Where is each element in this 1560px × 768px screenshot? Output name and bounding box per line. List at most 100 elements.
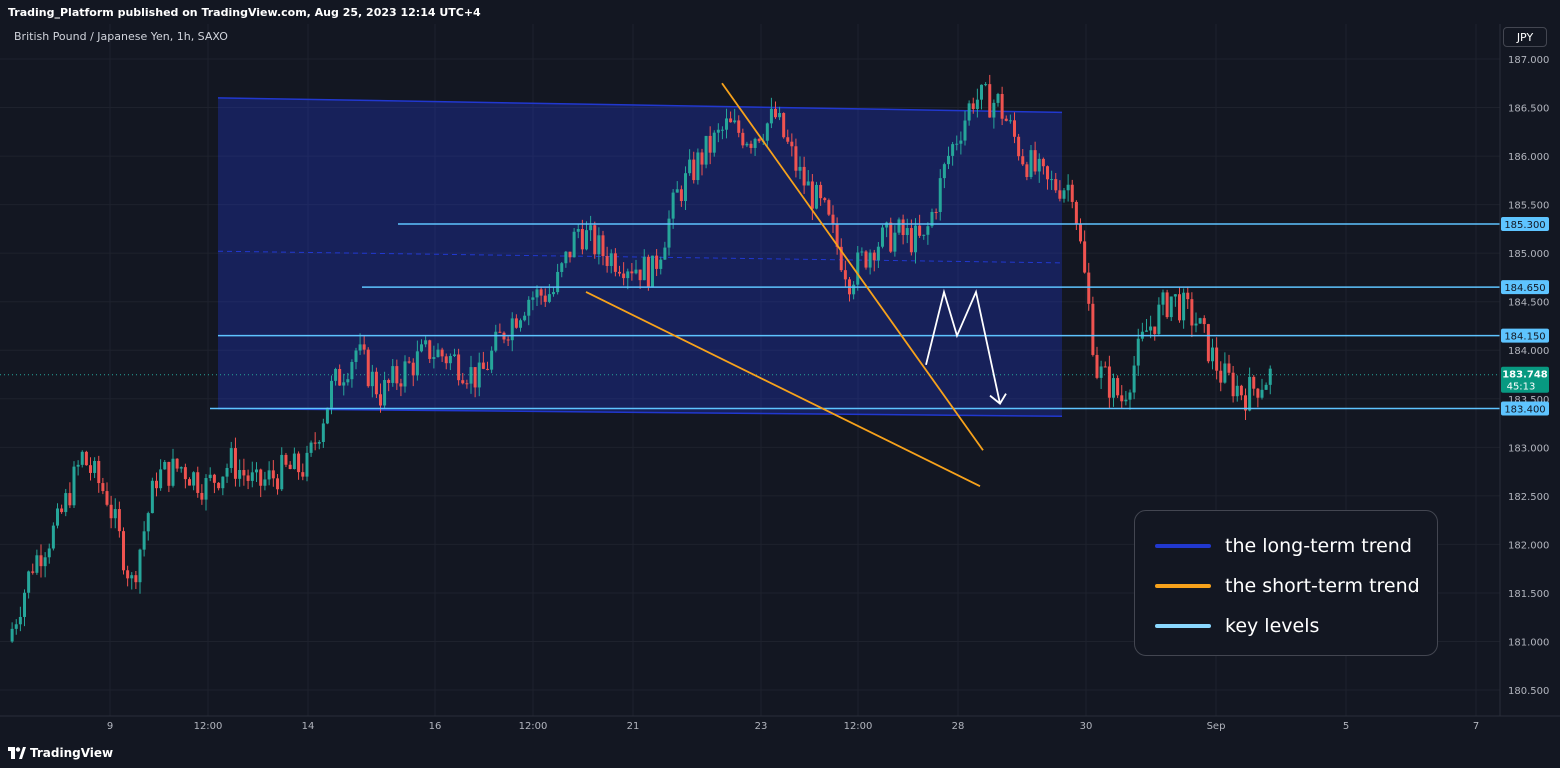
candle-body bbox=[1008, 120, 1012, 122]
candle bbox=[560, 262, 564, 278]
key-level-label: 184.150 bbox=[1504, 332, 1545, 343]
candle-body bbox=[89, 465, 92, 473]
candle bbox=[790, 133, 794, 157]
candle-body bbox=[576, 228, 580, 232]
candle-body bbox=[76, 464, 80, 467]
candle-body bbox=[457, 354, 461, 381]
candle bbox=[1004, 115, 1008, 122]
candle-body bbox=[338, 369, 342, 386]
candle-body bbox=[909, 228, 913, 253]
candle-body bbox=[453, 354, 456, 356]
candle-body bbox=[1235, 385, 1239, 397]
candle bbox=[1029, 144, 1033, 180]
candle bbox=[276, 474, 280, 495]
candle bbox=[31, 563, 35, 575]
candle bbox=[1058, 180, 1062, 202]
candle-body bbox=[196, 472, 200, 493]
candle-body bbox=[1000, 93, 1004, 119]
candle-body bbox=[171, 458, 175, 486]
candle bbox=[238, 459, 242, 487]
candle bbox=[246, 469, 250, 490]
candle-body bbox=[432, 357, 436, 359]
candle bbox=[297, 451, 301, 480]
candle bbox=[1231, 365, 1235, 403]
candle bbox=[309, 440, 313, 457]
candle bbox=[749, 140, 753, 154]
candle bbox=[523, 311, 527, 322]
candle-body bbox=[1112, 378, 1115, 398]
candle bbox=[1161, 289, 1165, 316]
price-chart[interactable]: 187.000 186.500 186.000 185.500 185.000 184.5… bbox=[0, 24, 1560, 740]
key-level-badge bbox=[1501, 328, 1549, 343]
candle-body bbox=[350, 361, 354, 380]
candle bbox=[988, 74, 992, 118]
candle-body bbox=[733, 120, 737, 123]
candle-body bbox=[1070, 184, 1074, 202]
candle bbox=[659, 256, 663, 275]
candle-body bbox=[630, 271, 634, 274]
candle-body bbox=[535, 289, 539, 298]
y-tick-label: 186.000 bbox=[1508, 152, 1549, 163]
candle-body bbox=[922, 234, 926, 236]
candle-body bbox=[510, 318, 514, 341]
candle bbox=[1099, 360, 1103, 389]
candle-body bbox=[1264, 384, 1268, 390]
candle bbox=[383, 371, 387, 409]
candle bbox=[506, 336, 510, 347]
candle-body bbox=[486, 368, 489, 370]
candle bbox=[142, 521, 146, 557]
candle bbox=[938, 169, 942, 221]
candle bbox=[1198, 317, 1202, 324]
candle bbox=[531, 291, 535, 311]
candle bbox=[712, 130, 716, 157]
candle bbox=[366, 347, 370, 388]
candle-body bbox=[117, 509, 121, 532]
currency-button[interactable]: JPY bbox=[1503, 27, 1547, 47]
candle bbox=[881, 224, 884, 249]
candle-body bbox=[465, 383, 469, 385]
candle bbox=[597, 227, 601, 265]
candle-body bbox=[708, 135, 712, 153]
candle-body bbox=[440, 349, 444, 357]
candle-body bbox=[494, 331, 498, 351]
candle bbox=[167, 461, 171, 493]
y-tick-label: 186.500 bbox=[1508, 104, 1549, 115]
candle-body bbox=[1066, 184, 1070, 191]
candle-body bbox=[246, 475, 250, 481]
candle-body bbox=[712, 132, 716, 153]
candle-body bbox=[843, 270, 847, 280]
candle-body bbox=[688, 159, 692, 174]
candle-body bbox=[527, 299, 531, 316]
tradingview-logo[interactable]: TradingView bbox=[8, 746, 113, 760]
candle bbox=[242, 458, 246, 486]
candle bbox=[415, 340, 419, 381]
candle-body bbox=[109, 504, 113, 519]
candle-body bbox=[444, 356, 448, 364]
candle bbox=[1256, 387, 1260, 408]
candle bbox=[1173, 293, 1177, 307]
candle bbox=[436, 343, 440, 358]
candle bbox=[831, 205, 835, 233]
candle-body bbox=[1169, 296, 1173, 318]
candle-body bbox=[167, 461, 171, 486]
candle-body bbox=[498, 331, 502, 333]
candle bbox=[864, 250, 868, 270]
candle bbox=[350, 359, 354, 388]
candle-body bbox=[839, 246, 843, 271]
candle bbox=[208, 467, 212, 482]
candle bbox=[192, 471, 196, 491]
candle-body bbox=[297, 453, 301, 473]
candle bbox=[453, 348, 456, 358]
candle-body bbox=[1136, 338, 1140, 366]
candle-body bbox=[288, 464, 292, 470]
candle-body bbox=[667, 218, 671, 248]
key-level-label: 184.650 bbox=[1504, 283, 1545, 294]
candle bbox=[109, 495, 113, 529]
candle-body bbox=[138, 549, 142, 583]
candle bbox=[428, 339, 432, 364]
candle-body bbox=[980, 84, 983, 100]
key-level-badge bbox=[1501, 401, 1549, 416]
candle-body bbox=[815, 184, 818, 209]
candle-body bbox=[835, 223, 839, 247]
candle bbox=[1219, 361, 1223, 392]
